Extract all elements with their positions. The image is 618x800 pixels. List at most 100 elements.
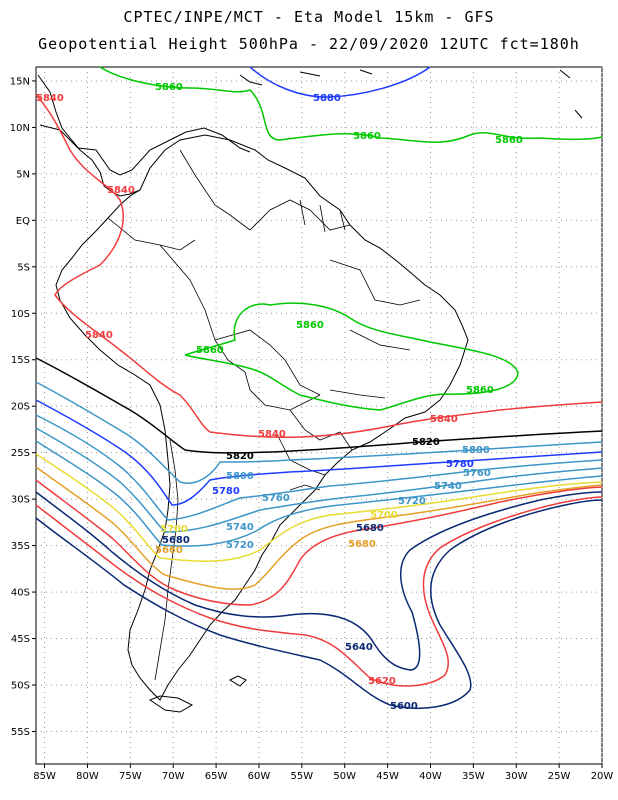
- lon-tick-label: 35W: [462, 771, 485, 782]
- contour-lines: [35, 66, 603, 709]
- label-5740-b: 5740: [434, 481, 462, 492]
- label-5840-d: 5840: [258, 429, 286, 440]
- lon-tick-label: 50W: [333, 771, 356, 782]
- label-5700-a: 5700: [160, 524, 188, 535]
- label-5740-a: 5740: [226, 522, 254, 533]
- lat-tick-label: EQ: [16, 216, 30, 227]
- label-5780-a: 5780: [212, 486, 240, 497]
- contour-5720: [35, 440, 603, 547]
- lat-tick-label: 55S: [11, 727, 30, 738]
- contour-5860-north: [99, 66, 603, 143]
- contour-labels: 5880 5860 5860 5860 5860 5860 5860 5840 …: [36, 82, 523, 712]
- chart-title: CPTEC/INPE/MCT - Eta Model 15km - GFS: [123, 8, 495, 26]
- label-5860-f: 5860: [466, 385, 494, 396]
- contour-5860-central: [184, 302, 519, 411]
- lat-tick-label: 15N: [10, 76, 30, 87]
- label-5820-a: 5820: [226, 451, 254, 462]
- label-5760-b: 5760: [463, 468, 491, 479]
- label-5680-c: 5680: [348, 539, 376, 550]
- lat-tick-label: 25S: [11, 448, 30, 459]
- label-5860-b: 5860: [353, 131, 381, 142]
- border-peru-brazil: [159, 244, 246, 373]
- falkland-islands: [228, 675, 247, 687]
- lat-tick-label: 50S: [11, 681, 30, 692]
- contour-5820: [35, 357, 603, 454]
- label-5640: 5640: [345, 642, 373, 653]
- label-5800-a: 5800: [226, 471, 254, 482]
- contour-5660: [35, 479, 603, 606]
- axis-ticks: 15N 10N 5N EQ 5S 10S 15S 20S 25S 30S 35S 40S 45S 50S 5…: [10, 76, 614, 782]
- lat-tick-label: 5N: [16, 169, 30, 180]
- label-5840-e: 5840: [430, 414, 458, 425]
- contour-5700: [35, 453, 603, 562]
- label-5860-a: 5860: [155, 82, 183, 93]
- lon-tick-label: 80W: [76, 771, 99, 782]
- label-5720-a: 5720: [226, 540, 254, 551]
- lon-tick-label: 40W: [419, 771, 442, 782]
- label-5800-b: 5800: [462, 445, 490, 456]
- label-5680-b: 5680: [356, 523, 384, 534]
- chart-subtitle: Geopotential Height 500hPa - 22/09/2020 …: [38, 35, 580, 53]
- label-5660: 5660: [155, 545, 183, 556]
- lat-tick-label: 10N: [10, 123, 30, 134]
- lon-tick-label: 45W: [376, 771, 399, 782]
- lon-tick-label: 60W: [248, 771, 271, 782]
- lat-tick-label: 45S: [11, 634, 30, 645]
- label-5680-a: 5680: [162, 535, 190, 546]
- label-5860-e: 5860: [196, 345, 224, 356]
- label-5760-a: 5760: [262, 493, 290, 504]
- label-5840-a: 5840: [36, 93, 64, 104]
- contour-5840: [35, 94, 603, 438]
- contour-5880: [249, 66, 431, 98]
- label-5880: 5880: [313, 93, 341, 104]
- contour-5740: [35, 427, 603, 533]
- contour-5620: [35, 496, 603, 687]
- border-brazil-north: [249, 199, 351, 231]
- label-5700-b: 5700: [370, 510, 398, 521]
- contour-5800: [35, 381, 603, 484]
- border-argentina-brazil: [274, 429, 326, 476]
- central-america-coast: [37, 74, 141, 197]
- label-5780-b: 5780: [446, 459, 474, 470]
- contour-5760: [35, 414, 603, 521]
- lon-tick-label: 85W: [33, 771, 56, 782]
- lon-tick-label: 75W: [119, 771, 142, 782]
- label-5860-d: 5860: [296, 320, 324, 331]
- lon-tick-label: 25W: [548, 771, 571, 782]
- border-bolivia: [214, 329, 321, 396]
- border-guianas: [299, 199, 346, 233]
- contour-5680: [35, 466, 603, 590]
- border-brazil-bolivia: [244, 371, 321, 411]
- border-brazil-states: [329, 259, 421, 399]
- border-colombia-venezuela: [179, 149, 251, 231]
- graticule: [36, 67, 603, 764]
- label-5860-c: 5860: [495, 135, 523, 146]
- tierra-del-fuego: [148, 695, 194, 713]
- lat-tick-label: 15S: [11, 355, 30, 366]
- label-5600: 5600: [390, 701, 418, 712]
- lat-tick-label: 5S: [17, 262, 30, 273]
- caribbean-islands: [239, 69, 583, 119]
- lat-tick-label: 35S: [11, 541, 30, 552]
- lon-tick-label: 65W: [205, 771, 228, 782]
- lon-tick-label: 55W: [291, 771, 314, 782]
- contour-5640: [35, 491, 603, 671]
- lon-tick-label: 70W: [162, 771, 185, 782]
- lat-tick-label: 20S: [11, 402, 30, 413]
- label-5840-b: 5840: [107, 185, 135, 196]
- contour-5780: [35, 399, 603, 506]
- south-america-coast: [55, 134, 469, 701]
- label-5620: 5620: [368, 676, 396, 687]
- lon-tick-label: 20W: [591, 771, 614, 782]
- label-5720-b: 5720: [398, 496, 426, 507]
- lat-tick-label: 10S: [11, 309, 30, 320]
- label-5820-b: 5820: [412, 437, 440, 448]
- border-paraguay: [289, 409, 353, 451]
- contour-5600: [35, 499, 603, 709]
- caribbean-coast: [39, 124, 251, 176]
- coastlines: [37, 69, 583, 713]
- lat-tick-label: 40S: [11, 588, 30, 599]
- lon-tick-label: 30W: [505, 771, 528, 782]
- lat-tick-label: 30S: [11, 495, 30, 506]
